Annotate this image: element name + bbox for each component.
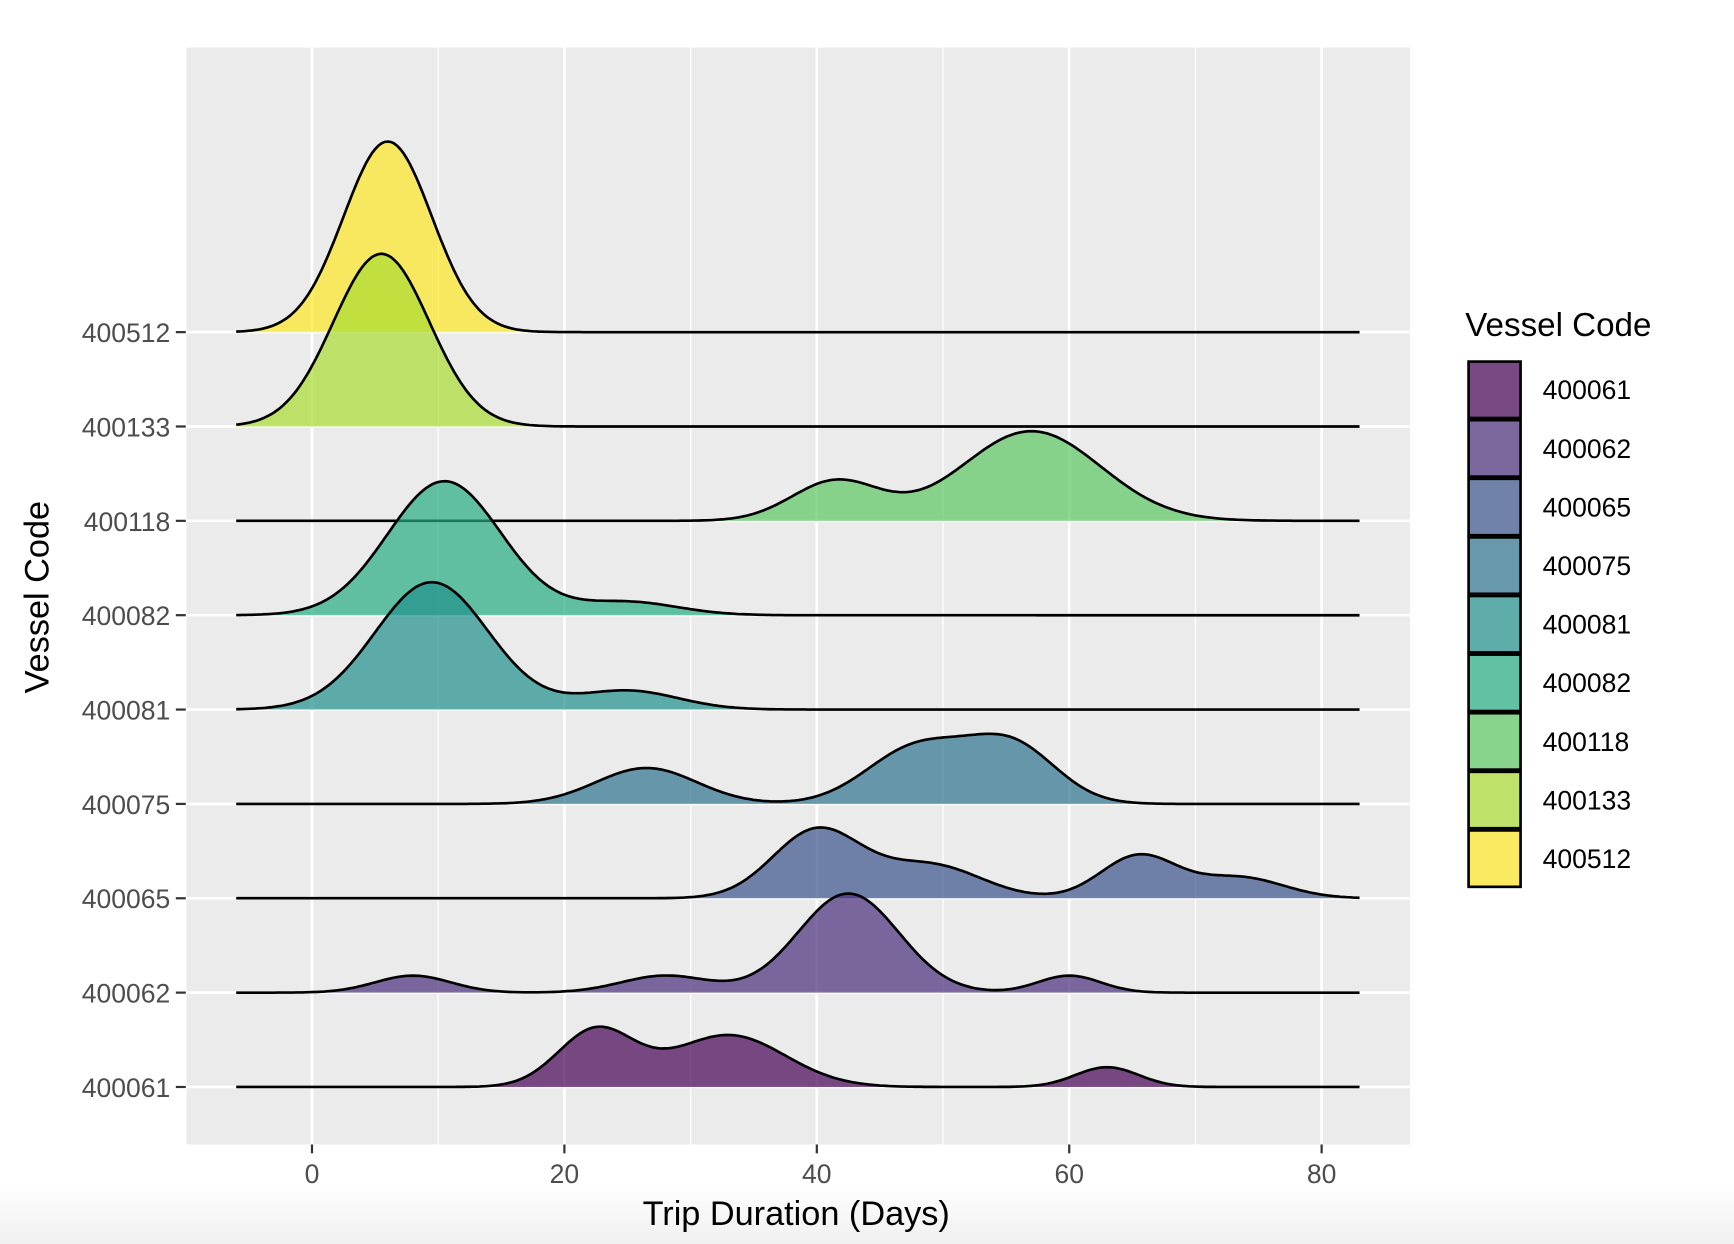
legend-swatch-400061 xyxy=(1467,360,1522,420)
legend-label: 400118 xyxy=(1543,727,1630,757)
ridge-line-400082 xyxy=(236,479,1360,617)
legend-swatch-400118 xyxy=(1467,711,1522,771)
legend-swatch-400082 xyxy=(1467,653,1522,713)
legend-title: Vessel Code xyxy=(1465,307,1651,344)
legend-swatch-400065 xyxy=(1467,477,1522,537)
ridge-line-400061 xyxy=(236,1025,1360,1089)
x-tick-label: 20 xyxy=(550,1159,580,1189)
y-tick-label: 400118 xyxy=(84,507,171,537)
ridge-fill-400081 xyxy=(236,582,1360,710)
ridge-line-400512 xyxy=(236,140,1360,334)
legend-swatch-400081 xyxy=(1467,594,1522,654)
x-tick-label: 0 xyxy=(305,1159,320,1189)
ridge-fill-400065 xyxy=(236,827,1360,899)
y-axis-title: Vessel Code xyxy=(19,501,57,693)
y-tick-label: 400133 xyxy=(82,412,170,442)
ridge-fill-400061 xyxy=(236,1026,1360,1087)
x-tick-label: 80 xyxy=(1307,1159,1337,1189)
y-tick-label: 400061 xyxy=(82,1073,170,1103)
ridge-fill-400133 xyxy=(236,253,1360,427)
ridge-line-400062 xyxy=(236,892,1360,994)
legend-swatch-400075 xyxy=(1467,536,1522,596)
legend-swatch-400062 xyxy=(1467,418,1522,478)
legend-label: 400061 xyxy=(1543,375,1631,405)
y-tick-label: 400512 xyxy=(82,318,170,348)
legend: Vessel Code 400061 400062 400065 400075 4000… xyxy=(1465,307,1651,889)
ridge-line-400065 xyxy=(236,826,1360,900)
legend-label: 400082 xyxy=(1543,668,1631,698)
legend-swatch-400133 xyxy=(1467,770,1522,830)
legend-label: 400512 xyxy=(1543,844,1631,874)
ridge-line-400133 xyxy=(236,252,1360,428)
legend-label: 400062 xyxy=(1543,434,1631,464)
legend-label: 400133 xyxy=(1543,785,1631,815)
legend-swatch-400512 xyxy=(1467,829,1522,889)
x-tick-label: 60 xyxy=(1054,1159,1084,1189)
ridge-line-400075 xyxy=(236,732,1360,806)
y-tick-label: 400082 xyxy=(82,601,170,631)
ridge-fill-400118 xyxy=(236,431,1360,521)
y-tick-label: 400075 xyxy=(82,790,170,820)
legend-label: 400075 xyxy=(1543,551,1631,581)
x-axis-title: Trip Duration (Days) xyxy=(643,1195,950,1233)
y-tick-label: 400062 xyxy=(82,979,170,1009)
ridge-line-400081 xyxy=(236,580,1360,711)
legend-label: 400065 xyxy=(1543,492,1631,522)
window-bottom-edge xyxy=(0,1184,1734,1244)
x-tick-label: 40 xyxy=(802,1159,832,1189)
ridge-fill-400082 xyxy=(236,481,1360,616)
y-tick-label: 400081 xyxy=(82,696,170,726)
y-tick-label: 400065 xyxy=(82,884,170,914)
ridge-fill-400062 xyxy=(236,893,1360,993)
legend-label: 400081 xyxy=(1543,610,1631,640)
